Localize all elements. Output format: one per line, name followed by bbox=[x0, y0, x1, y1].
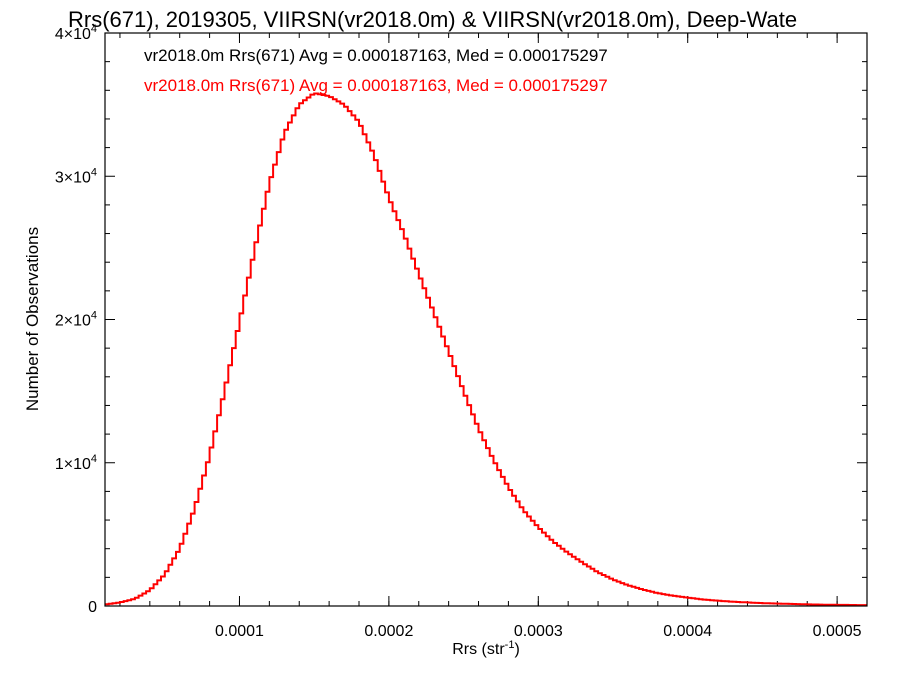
y-tick-label: 3×104 bbox=[55, 166, 97, 186]
y-tick-label-base: 4×10 bbox=[55, 26, 91, 43]
x-axis-label-close: ) bbox=[514, 641, 519, 658]
x-axis-label: Rrs (str-1) bbox=[452, 639, 520, 658]
y-tick-label: 2×104 bbox=[55, 310, 97, 330]
y-tick-label-exponent: 4 bbox=[91, 453, 97, 465]
y-tick-label-base: 2×10 bbox=[55, 313, 91, 330]
tick-marks bbox=[105, 32, 868, 607]
chart-title: Rrs(671), 2019305, VIIRSN(vr2018.0m) & V… bbox=[68, 7, 797, 32]
y-tick-label: 0 bbox=[88, 599, 97, 616]
legend-entry-red: vr2018.0m Rrs(671) Avg = 0.000187163, Me… bbox=[144, 76, 608, 95]
x-tick-label: 0.0001 bbox=[215, 623, 264, 640]
y-axis-label: Number of Observations bbox=[23, 227, 42, 411]
y-tick-label-base: 1×10 bbox=[55, 456, 91, 473]
legend-entry-black: vr2018.0m Rrs(671) Avg = 0.000187163, Me… bbox=[144, 46, 608, 65]
y-tick-label: 1×104 bbox=[55, 453, 97, 473]
y-tick-label: 4×104 bbox=[55, 23, 97, 43]
y-tick-label-exponent: 4 bbox=[91, 23, 97, 35]
x-tick-label: 0.0005 bbox=[813, 623, 862, 640]
x-tick-label: 0.0002 bbox=[364, 623, 413, 640]
x-tick-labels: 0.0001 0.0002 0.0003 0.0004 0.0005 bbox=[215, 623, 862, 640]
x-axis-label-superscript: -1 bbox=[505, 639, 515, 651]
x-tick-label: 0.0003 bbox=[514, 623, 563, 640]
histogram-series-line bbox=[105, 92, 867, 607]
x-tick-label: 0.0004 bbox=[663, 623, 712, 640]
plot-frame bbox=[104, 32, 868, 607]
y-tick-label-base: 0 bbox=[88, 599, 97, 616]
y-tick-label-exponent: 4 bbox=[91, 310, 97, 322]
y-tick-label-exponent: 4 bbox=[91, 166, 97, 178]
x-axis-label-text: Rrs (str bbox=[452, 641, 505, 658]
y-tick-label-base: 3×10 bbox=[55, 169, 91, 186]
